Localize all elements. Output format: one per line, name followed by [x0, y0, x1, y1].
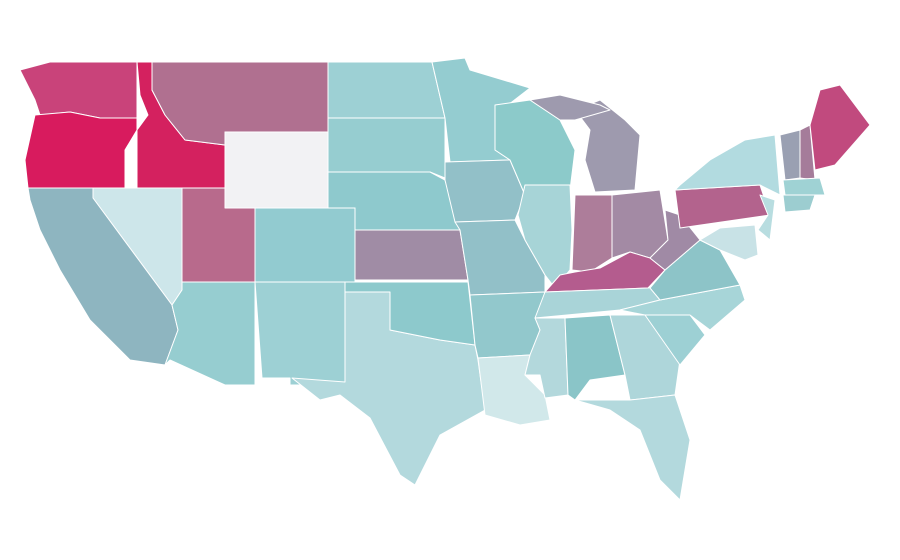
state-region — [529, 94, 611, 121]
state-region — [27, 187, 179, 366]
state-region — [674, 134, 781, 196]
state-region — [327, 117, 446, 179]
state-region — [544, 251, 666, 293]
state-region — [354, 229, 469, 281]
state-region — [224, 131, 329, 209]
state-region — [699, 224, 759, 261]
state-region — [24, 111, 138, 189]
state-region — [444, 159, 526, 223]
state-region — [574, 99, 641, 193]
state-region — [619, 284, 746, 331]
state-region — [571, 194, 613, 273]
state-region — [574, 394, 691, 501]
state-region — [782, 177, 826, 196]
state-region — [782, 194, 816, 213]
state-region — [254, 281, 346, 386]
state-region — [757, 194, 776, 241]
state-region — [327, 61, 446, 119]
state-region — [164, 281, 256, 386]
state-region — [809, 84, 871, 171]
state-region — [254, 207, 356, 283]
